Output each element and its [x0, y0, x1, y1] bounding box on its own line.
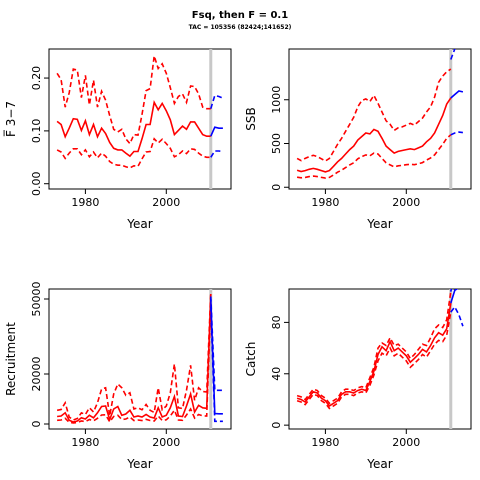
- series-group: [296, 289, 464, 429]
- series-upper: [296, 68, 452, 162]
- x-tick-label: 1980: [311, 196, 339, 209]
- y-tick-label: 0.10: [30, 119, 43, 144]
- series-projection-upper: [210, 296, 223, 392]
- y-axis-label: Recruitment: [4, 322, 18, 396]
- panel-4: 1980 2000 0 40 80 Year Catch: [244, 288, 472, 471]
- y-tick-label: 1000: [270, 86, 283, 114]
- series-projection: [450, 90, 464, 99]
- x-tick-label: 1980: [71, 196, 99, 209]
- x-axis-label: Year: [126, 457, 152, 471]
- series-projection-lower: [210, 306, 223, 423]
- plot-frame: [288, 288, 472, 430]
- y-tick-label: 0: [270, 184, 283, 191]
- series-upper: [296, 291, 452, 405]
- y-tick-label: 50000: [30, 282, 43, 317]
- x-axis-label: Year: [126, 217, 152, 231]
- x-tick-label: 1980: [311, 436, 339, 449]
- y-tick-label: 0: [270, 422, 283, 429]
- y-tick-label: 0.20: [30, 66, 43, 91]
- plot-frame: [288, 48, 472, 190]
- figure-title: Fsq, then F = 0.1: [191, 10, 289, 21]
- series-group: [296, 49, 464, 189]
- series-lower: [296, 311, 452, 410]
- series-projection: [210, 126, 223, 137]
- series-projection: [450, 289, 459, 304]
- series-group: [56, 49, 224, 189]
- series-median: [296, 302, 452, 407]
- series-projection-upper: [210, 94, 224, 109]
- y-tick-label: 0.00: [30, 171, 43, 196]
- series-lower: [56, 137, 211, 169]
- x-axis-label: Year: [366, 457, 392, 471]
- x-tick-label: 2000: [152, 436, 180, 449]
- series-upper: [56, 55, 211, 146]
- x-tick-label: 2000: [152, 196, 180, 209]
- panel-2: 1980 2000 0 500 1000 Year SSB: [244, 48, 472, 231]
- x-tick-label: 2000: [392, 196, 420, 209]
- series-median: [56, 100, 211, 158]
- panel-1: 1980 2000 0.00 0.10 0.20 Year F̅ 3−7: [3, 48, 232, 231]
- y-tick-label: 20000: [30, 357, 43, 392]
- figure-subtitle: TAC = 105356 (82424;141652): [188, 24, 292, 31]
- plot-frame: [48, 48, 232, 190]
- series-projection-lower: [210, 150, 223, 158]
- series-projection-lower: [450, 305, 464, 327]
- x-tick-label: 1980: [71, 436, 99, 449]
- plot-frame: [48, 288, 232, 430]
- y-axis-label: SSB: [244, 107, 258, 130]
- y-tick-label: 40: [270, 367, 283, 381]
- series-group: [56, 289, 223, 429]
- series-median: [296, 97, 452, 173]
- series-lower: [296, 134, 452, 179]
- y-tick-label: 500: [270, 133, 283, 154]
- series-upper: [56, 291, 212, 421]
- series-projection-upper: [450, 289, 453, 292]
- y-tick-label: 80: [270, 315, 283, 329]
- series-projection-lower: [450, 131, 463, 136]
- series-median: [57, 293, 212, 423]
- x-axis-label: Year: [366, 217, 392, 231]
- x-tick-label: 2000: [392, 436, 420, 449]
- series-lower: [57, 303, 212, 424]
- y-tick-label: 0: [30, 421, 43, 428]
- y-axis-label: F̅ 3−7: [3, 101, 18, 137]
- y-axis-label: Catch: [244, 342, 258, 377]
